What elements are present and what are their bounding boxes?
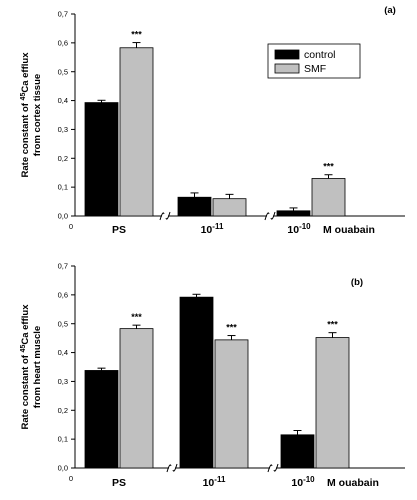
category-suffix: M ouabain [323, 224, 375, 236]
significance-label: *** [131, 30, 142, 40]
category-label: PS [112, 224, 126, 236]
bar-control [276, 210, 311, 217]
y-tick-label: 0,2 [58, 154, 68, 163]
bar-smf [212, 198, 247, 217]
y-tick-label: 0,5 [58, 67, 68, 76]
bar-smf [311, 178, 346, 217]
y-tick-label: 0,3 [58, 125, 68, 134]
y-axis-label: Rate constant of 45Ca efflux [20, 304, 32, 430]
category-label: 10-11 [201, 222, 224, 237]
x-origin-label: 0 [69, 222, 73, 231]
bar-control [84, 102, 119, 217]
axis-break-mark [273, 463, 279, 472]
y-tick-label: 0,6 [58, 38, 68, 47]
axis-break-mark [270, 211, 276, 220]
y-tick-label: 0,7 [58, 262, 68, 271]
significance-label: *** [226, 323, 237, 333]
legend-swatch-control [274, 49, 300, 60]
category-label: 10-11 [203, 475, 226, 490]
y-axis-label: from cortex tissue [32, 74, 43, 156]
y-tick-label: 0,2 [58, 406, 68, 415]
x-origin-label: 0 [69, 474, 73, 483]
category-suffix: M ouabain [327, 477, 379, 489]
y-tick-label: 0,4 [58, 348, 68, 357]
legend: control SMF [267, 43, 361, 79]
y-tick-label: 0,7 [58, 10, 68, 19]
bar-smf [119, 328, 154, 469]
chart-panel-a: 0,0 0,1 0,2 0,3 0,4 0,5 0,6 0,7 0 *** *** PS 10-11 10… [20, 5, 405, 237]
panel-label: (b) [351, 277, 363, 288]
bar-control [177, 196, 212, 217]
axis-break-mark [166, 464, 172, 473]
bar-control [280, 434, 315, 469]
y-tick-label: 0,3 [58, 377, 68, 386]
significance-label: *** [327, 320, 338, 330]
bar-control [84, 370, 119, 469]
category-label: 10-10 [287, 222, 311, 237]
category-label: PS [112, 477, 126, 489]
significance-label: *** [131, 312, 142, 322]
y-tick-label: 0,0 [58, 212, 68, 221]
y-tick-label: 0,0 [58, 464, 68, 473]
y-axis-label: from heart muscle [32, 326, 43, 408]
bar-smf [214, 339, 249, 469]
legend-swatch-smf [274, 63, 300, 74]
chart-panel-b: 0,0 0,1 0,2 0,3 0,4 0,5 0,6 0,7 0 *** *** *** PS 10-1… [20, 262, 405, 490]
y-axis-label: Rate constant of 45Ca efflux [20, 52, 32, 178]
category-label: 10-10 [291, 475, 315, 490]
y-tick-label: 0,1 [58, 183, 68, 192]
bar-smf [315, 337, 350, 469]
y-tick-label: 0,5 [58, 319, 68, 328]
axis-break-mark [159, 212, 165, 221]
y-tick-label: 0,4 [58, 96, 68, 105]
axis-break-mark [264, 212, 270, 221]
axis-break-mark [165, 211, 171, 220]
significance-label: *** [323, 162, 334, 172]
bar-control [179, 296, 214, 469]
y-tick-label: 0,6 [58, 290, 68, 299]
axis-break-mark [172, 463, 178, 472]
axis-break-mark [267, 464, 273, 473]
legend-label: control [304, 49, 336, 61]
panel-label: (a) [384, 5, 396, 16]
y-tick-label: 0,1 [58, 435, 68, 444]
legend-label: SMF [304, 63, 326, 75]
bar-smf [119, 47, 154, 217]
